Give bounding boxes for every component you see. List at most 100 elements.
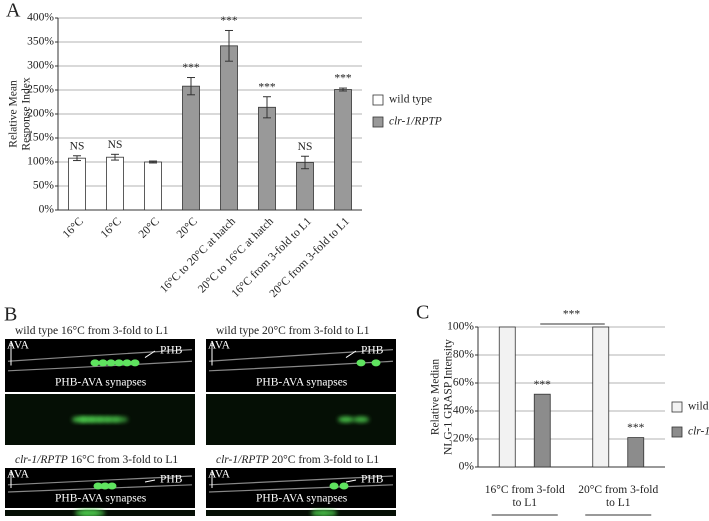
fluorescence-spot [112,416,128,423]
worm-outline [7,475,193,486]
worm-outline [7,349,193,362]
legend-label: wild type [688,401,709,413]
worm-outline [208,349,394,362]
phb-label: PHB [361,474,384,486]
synapse-dot [90,359,100,367]
bar [296,162,314,211]
y-tick-label: 350% [27,36,54,48]
synapse-dot [339,482,349,490]
phb-label: PHB [160,474,183,486]
y-tick-label: 40% [453,405,475,417]
synapse-dot [98,359,108,367]
synapse-dot [356,359,366,367]
significance-label: *** [534,379,552,391]
synapse-dot [329,482,339,490]
x-tick-label: 16°C [61,215,87,241]
legend-label: clr-1/RPTP [688,426,709,438]
x-tick-label: 20°C from 3-fold to L1 [578,484,659,509]
x-tick-label: 20°C [137,215,163,241]
synapses-label: PHB-AVA synapses [55,377,147,389]
y-tick-label: 300% [27,60,54,72]
y-tick-label: 0% [39,204,55,216]
bar [592,326,610,468]
legend-label: wild type [389,94,432,106]
fluorescence-spot [353,416,369,423]
synapse-dot [93,482,103,490]
x-tick-label-box: 20°C from 3-fold to L1 [578,484,659,509]
bar [220,45,238,211]
error-bar [73,155,81,162]
y-tick-label: 80% [453,349,475,361]
panel-label: A [6,0,21,22]
significance-label: NS [70,140,85,152]
worm-outline [7,360,193,372]
x-tick-label: 20°C to 16°C at hatch [196,215,276,295]
worm-outline [208,484,394,493]
worm-outline [208,360,394,372]
panel-caption: clr-1/RPTP 20°C from 3-fold to L1 [216,454,379,466]
legend-swatch [372,94,384,106]
significance-label: NS [298,141,313,153]
x-tick-label-box: 16°C from 3-fold to L1 [484,484,565,509]
bar [106,156,124,211]
condition: 16°C from 3-fold to L1 [71,454,179,466]
error-bar [339,87,347,92]
x-tick-label: 20°C [175,215,201,241]
y-axis-label: Response Index [21,77,33,150]
bar [498,326,516,468]
error-bar [187,77,195,96]
y-tick-label: 0% [459,461,475,473]
condition: 16°C from 3-fold to L1 [61,325,169,337]
synapse-dot [130,359,140,367]
legend-swatch [671,401,683,413]
y-tick-label: 200% [27,108,54,120]
phb-label: PHB [361,345,384,357]
error-bar [111,153,119,161]
synapse-dot [114,359,124,367]
bar [258,106,276,211]
ava-label: AVA [7,469,30,481]
legend-swatch [372,116,384,128]
panel-caption: wild type 20°C from 3-fold to L1 [216,325,370,337]
genotype: clr-1/RPTP [216,454,269,466]
schematic-bg [5,339,195,392]
genotype: clr-1/RPTP [15,454,68,466]
panel-label: C [416,302,429,324]
bar [182,85,200,211]
y-tick-label: 50% [33,180,55,192]
synapse-dot [122,359,132,367]
schematic-bg [206,339,396,392]
ava-label: AVA [7,340,30,352]
synapses-label: PHB-AVA synapses [256,377,348,389]
condition: 20°C from 3-fold to L1 [272,454,380,466]
y-axis-label: NLG-1 GRASP Intensity [443,339,455,455]
y-tick-label: 20% [453,433,475,445]
y-tick-label: 100% [27,156,54,168]
synapse-dot [100,482,110,490]
bar [68,157,86,211]
panel-label: B [4,304,17,326]
y-tick-label: 250% [27,84,54,96]
fluorescence-spot [321,510,337,516]
y-tick-label: 100% [447,321,474,333]
y-axis-label: Relative Median [430,359,442,436]
significance-label: *** [627,422,645,434]
y-axis-label: Relative Mean [8,80,20,148]
error-bar [149,160,157,164]
synapses-label: PHB-AVA synapses [256,493,348,505]
synapse-dot [106,359,116,367]
bar [334,89,352,211]
y-tick-label: 400% [27,12,54,24]
synapses-label: PHB-AVA synapses [55,493,147,505]
significance-label: *** [220,15,238,27]
ava-label: AVA [208,340,231,352]
genotype: wild type [216,325,259,337]
error-bar [301,155,309,170]
significance-label: *** [334,73,352,85]
phb-label: PHB [160,345,183,357]
phb-pointer [345,479,357,483]
bar [627,437,645,468]
bar [144,161,162,211]
x-tick-label: 16°C from 3-fold to L1 [484,484,565,509]
